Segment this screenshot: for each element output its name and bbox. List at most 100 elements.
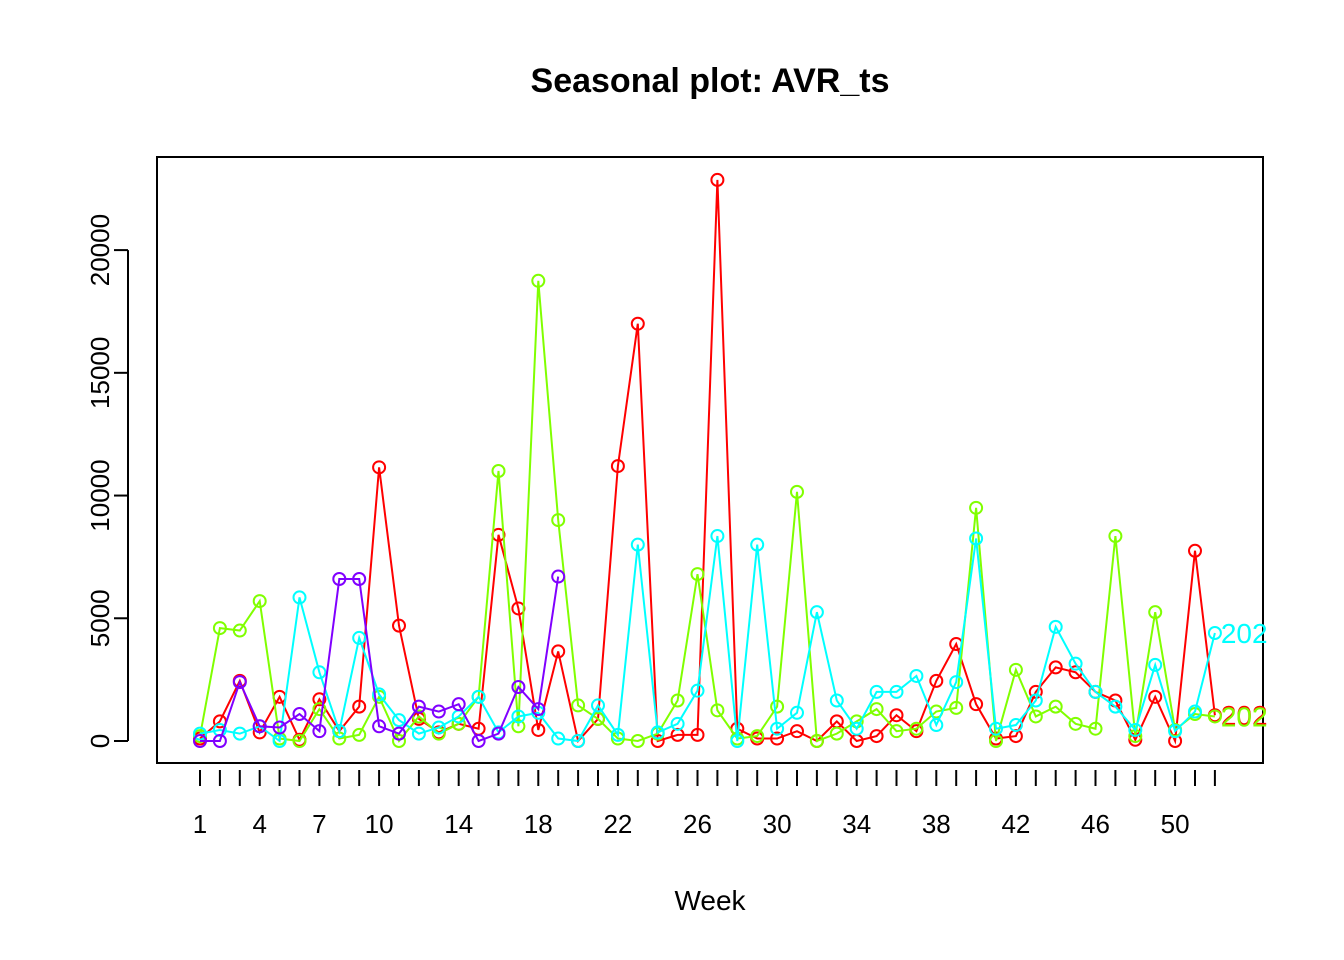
- data-point: [471, 734, 486, 748]
- data-point: [1048, 660, 1063, 675]
- data-point: [392, 726, 406, 741]
- data-point: [1188, 704, 1202, 719]
- chart-title: Seasonal plot: AVR_ts: [531, 62, 890, 100]
- data-point: [591, 711, 605, 726]
- data-point: [193, 726, 207, 741]
- data-point: [949, 700, 964, 715]
- data-point: [511, 719, 526, 734]
- data-point: [1088, 684, 1103, 699]
- data-point: [232, 623, 247, 638]
- data-point: [431, 720, 446, 735]
- data-point: [531, 702, 546, 717]
- data-point: [471, 689, 486, 704]
- data-point: [1008, 662, 1023, 677]
- data-point: [411, 726, 426, 741]
- data-point: [829, 726, 844, 741]
- x-tick-label: 10: [365, 809, 394, 839]
- data-point: [292, 590, 307, 605]
- data-point: [889, 708, 904, 723]
- x-tick-label: 7: [312, 809, 326, 839]
- data-point: [670, 693, 685, 708]
- data-point: [670, 716, 685, 731]
- data-point: [491, 464, 506, 479]
- data-point: [650, 725, 665, 740]
- data-point: [610, 459, 625, 474]
- data-point: [1048, 699, 1063, 714]
- x-axis-label: Week: [674, 885, 746, 916]
- data-point: [531, 273, 546, 288]
- series-1: [193, 273, 1222, 748]
- x-tick-label: 22: [603, 809, 632, 839]
- data-point: [869, 684, 884, 699]
- data-point: [889, 724, 904, 739]
- data-point: [790, 484, 804, 499]
- data-point: [750, 537, 765, 552]
- series-3: [193, 569, 566, 748]
- data-point: [969, 697, 984, 712]
- data-point: [571, 734, 586, 748]
- data-point: [332, 572, 347, 587]
- x-tick-label: 46: [1081, 809, 1110, 839]
- data-point: [272, 734, 287, 748]
- data-point: [352, 572, 367, 587]
- series-line: [199, 179, 1216, 745]
- data-point: [451, 716, 466, 731]
- data-point: [770, 731, 785, 746]
- data-point: [989, 721, 1003, 736]
- data-point: [1088, 721, 1103, 736]
- data-point: [1108, 699, 1123, 714]
- data-point: [710, 529, 725, 544]
- data-point: [969, 500, 984, 515]
- data-point: [849, 721, 864, 736]
- series-line: [199, 280, 1216, 743]
- x-tick-label: 30: [763, 809, 792, 839]
- data-point: [1128, 722, 1143, 737]
- y-tick-label: 15000: [85, 337, 115, 409]
- data-point: [431, 704, 446, 719]
- data-point: [829, 693, 844, 708]
- data-point: [750, 729, 765, 744]
- data-point: [790, 724, 804, 739]
- data-point: [730, 734, 745, 748]
- data-point: [193, 734, 207, 748]
- data-point: [710, 703, 725, 718]
- data-point: [1068, 656, 1083, 671]
- data-point: [1068, 716, 1083, 731]
- y-tick-label: 0: [85, 734, 115, 748]
- data-point: [591, 698, 605, 713]
- data-point: [312, 665, 327, 680]
- data-point: [292, 707, 307, 722]
- data-point: [551, 731, 566, 746]
- y-tick-label: 10000: [85, 459, 115, 531]
- data-point: [232, 726, 247, 741]
- x-tick-label: 38: [922, 809, 951, 839]
- data-point: [531, 722, 546, 737]
- data-point: [1008, 718, 1023, 733]
- data-point: [809, 605, 824, 620]
- data-point: [252, 594, 267, 609]
- series-2: [193, 529, 1222, 748]
- data-point: [372, 460, 387, 475]
- y-tick-label: 20000: [85, 214, 115, 286]
- data-point: [1028, 693, 1043, 708]
- data-point: [770, 721, 785, 736]
- series-end-label: 202: [1221, 618, 1268, 649]
- data-point: [869, 729, 884, 744]
- data-point: [232, 675, 247, 690]
- data-point: [1207, 709, 1222, 724]
- data-point: [352, 727, 367, 742]
- series-end-label: 202: [1221, 700, 1268, 731]
- data-point: [292, 734, 307, 748]
- x-tick-label: 14: [444, 809, 473, 839]
- data-point: [451, 697, 466, 712]
- data-point: [1048, 619, 1063, 634]
- data-point: [610, 727, 625, 742]
- x-tick-label: 34: [842, 809, 871, 839]
- data-point: [630, 734, 645, 748]
- data-point: [909, 721, 924, 736]
- data-point: [411, 699, 426, 714]
- data-point: [312, 702, 327, 717]
- series-line: [200, 576, 560, 743]
- x-tick-label: 1: [193, 809, 207, 839]
- x-tick-label: 18: [524, 809, 553, 839]
